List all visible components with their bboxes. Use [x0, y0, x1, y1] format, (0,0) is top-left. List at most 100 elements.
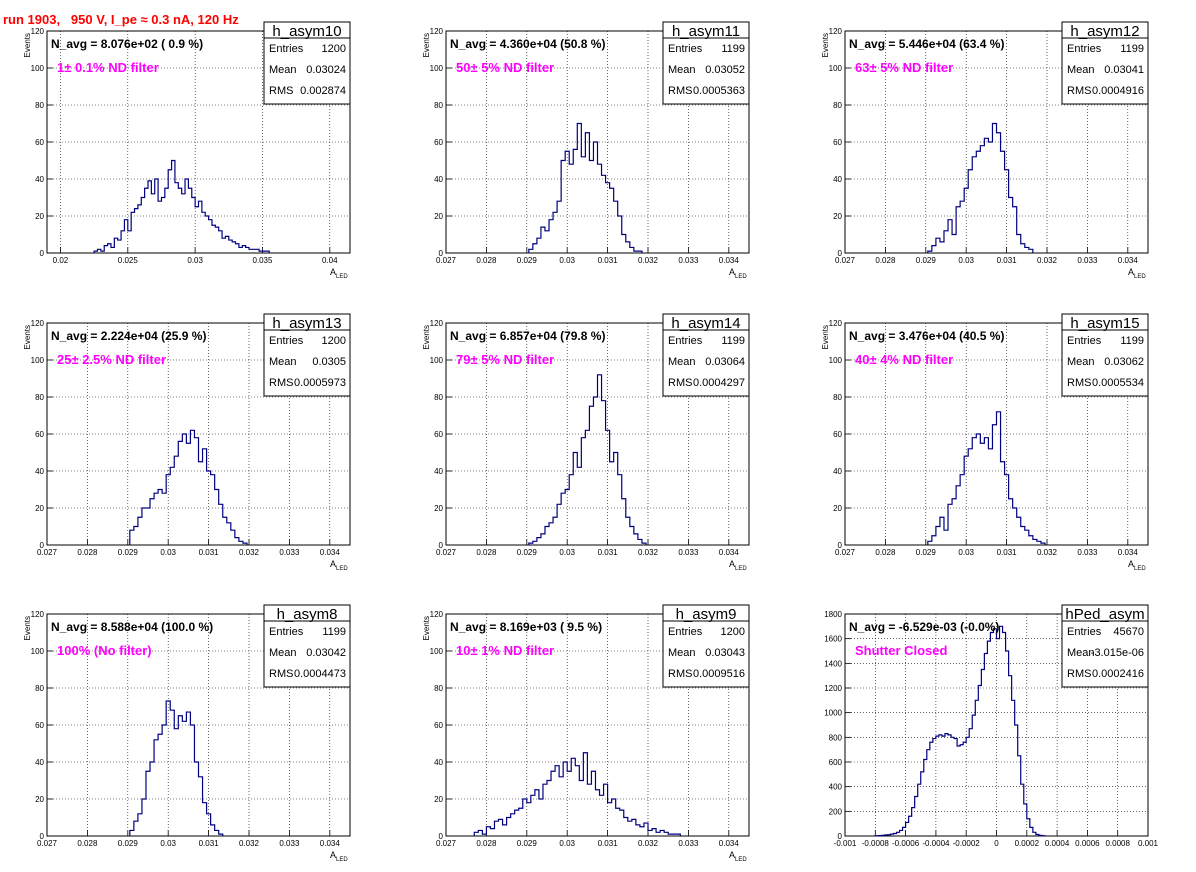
x-tick-label: 0.033: [1077, 256, 1098, 265]
y-tick-label: 120: [31, 319, 45, 328]
stats-value: 0.03041: [1104, 64, 1144, 76]
y-axis-label: Events: [821, 33, 830, 57]
x-tick-label: 0.03: [187, 256, 203, 265]
stats-key: Mean: [1067, 64, 1095, 76]
x-tick-label: 0.029: [517, 839, 538, 848]
x-tick-label: 0.028: [875, 256, 896, 265]
x-axis-label: ALED: [330, 559, 348, 572]
x-tick-label: 0: [994, 839, 999, 848]
stats-key: Entries: [1067, 626, 1102, 638]
stats-key: Mean: [1067, 356, 1095, 368]
x-tick-label: 0.029: [118, 548, 139, 557]
y-tick-label: 80: [35, 101, 44, 110]
histogram-series: [528, 374, 647, 545]
x-tick-label: 0.028: [77, 548, 98, 557]
x-tick-label: -0.0004: [922, 839, 950, 848]
x-axis-label-subscript: LED: [336, 566, 348, 572]
y-tick-label: 20: [833, 504, 842, 513]
x-axis-label: ALED: [1128, 267, 1146, 280]
stats-value: 1200: [721, 626, 745, 638]
y-tick-label: 80: [35, 684, 44, 693]
x-axis-label: ALED: [330, 850, 348, 863]
stats-value: 0.03062: [1104, 356, 1144, 368]
x-axis-label-subscript: LED: [1134, 566, 1146, 572]
stats-value: 1200: [322, 335, 346, 347]
x-tick-label: 0.032: [1037, 256, 1058, 265]
histogram-series: [129, 700, 224, 836]
navg-label: N_avg = 3.476e+04 (40.5 %): [849, 329, 1004, 343]
x-tick-label: 0.031: [598, 839, 619, 848]
x-axis-label-subscript: LED: [735, 274, 747, 280]
run-title: run 1903, 950 V, I_pe ≈ 0.3 nA, 120 Hz: [3, 12, 239, 27]
stats-value: 0.0005363: [693, 85, 745, 97]
y-tick-label: 60: [35, 138, 44, 147]
stats-key: RMS: [1067, 668, 1091, 680]
histogram-name: h_asym12: [1070, 23, 1139, 40]
histogram-panel-h_asym8: 0.027 0.028 0.029 0.03 0.031 0.032 0.033 0.034 0…: [23, 604, 351, 863]
y-tick-label: 40: [434, 175, 443, 184]
y-tick-label: 0: [40, 249, 45, 258]
x-tick-label: 0.025: [118, 256, 139, 265]
y-tick-label: 80: [434, 684, 443, 693]
x-tick-label: 0.03: [958, 256, 974, 265]
histogram-panel-h_asym13: 0.027 0.028 0.029 0.03 0.031 0.032 0.033 0.034 0…: [23, 313, 351, 572]
x-tick-label: 0.033: [279, 548, 300, 557]
filter-annotation: 63± 5% ND filter: [855, 60, 953, 75]
x-tick-label: 0.001: [1138, 839, 1159, 848]
y-tick-label: 0: [40, 541, 45, 550]
stats-key: Entries: [269, 335, 304, 347]
x-tick-label: 0.034: [1118, 548, 1139, 557]
stats-key: Mean: [269, 647, 297, 659]
x-tick-label: 0.031: [598, 548, 619, 557]
stats-value: 0.0005973: [294, 377, 346, 389]
x-axis-label: ALED: [330, 267, 348, 280]
y-tick-label: 120: [31, 610, 45, 619]
x-tick-label: 0.028: [77, 839, 98, 848]
x-tick-label: 0.027: [835, 548, 856, 557]
stats-value: 1199: [322, 626, 346, 638]
stats-value: 0.03064: [705, 356, 745, 368]
filter-annotation: 10± 1% ND filter: [456, 643, 554, 658]
x-tick-label: 0.033: [1077, 548, 1098, 557]
x-tick-label: 0.028: [476, 839, 497, 848]
filter-annotation: 50± 5% ND filter: [456, 60, 554, 75]
stats-box: [263, 21, 351, 105]
stats-value: 0.0305: [312, 356, 346, 368]
filter-annotation: Shutter Closed: [855, 643, 948, 658]
y-tick-label: 0: [439, 249, 444, 258]
x-tick-label: 0.03: [559, 839, 575, 848]
x-tick-label: 0.033: [678, 839, 699, 848]
y-axis-label: Events: [422, 33, 431, 57]
y-tick-label: 120: [829, 319, 843, 328]
x-tick-label: 0.031: [598, 256, 619, 265]
stats-key: RMS: [269, 377, 293, 389]
y-tick-label: 1600: [824, 635, 842, 644]
x-tick-label: 0.031: [199, 839, 220, 848]
y-tick-label: 40: [35, 467, 44, 476]
navg-label: N_avg = 8.588e+04 (100.0 %): [51, 620, 213, 634]
x-tick-label: 0.04: [322, 256, 338, 265]
stats-key: RMS: [1067, 377, 1091, 389]
y-tick-label: 100: [829, 64, 843, 73]
x-tick-label: -0.0006: [892, 839, 920, 848]
stats-key: Mean: [1067, 647, 1095, 659]
stats-key: Entries: [668, 43, 703, 55]
x-tick-label: 0.029: [517, 256, 538, 265]
stats-box: [263, 604, 351, 688]
x-tick-label: 0.03: [559, 548, 575, 557]
x-axis-label: ALED: [729, 559, 747, 572]
stats-value: 1199: [1120, 335, 1144, 347]
x-tick-label: 0.032: [638, 256, 659, 265]
y-tick-label: 120: [31, 27, 45, 36]
histogram-name: h_asym9: [676, 606, 737, 623]
y-tick-label: 60: [833, 430, 842, 439]
stats-key: Entries: [668, 335, 703, 347]
x-axis-label: ALED: [729, 850, 747, 863]
histogram-name: h_asym13: [272, 315, 341, 332]
stats-box: [1061, 313, 1149, 397]
histogram-panel-h_asym14: 0.027 0.028 0.029 0.03 0.031 0.032 0.033 0.034 0…: [422, 313, 750, 572]
navg-label: N_avg = 5.446e+04 (63.4 %): [849, 37, 1004, 51]
y-axis-label: Events: [422, 325, 431, 349]
y-tick-label: 0: [439, 541, 444, 550]
x-tick-label: 0.03: [160, 839, 176, 848]
